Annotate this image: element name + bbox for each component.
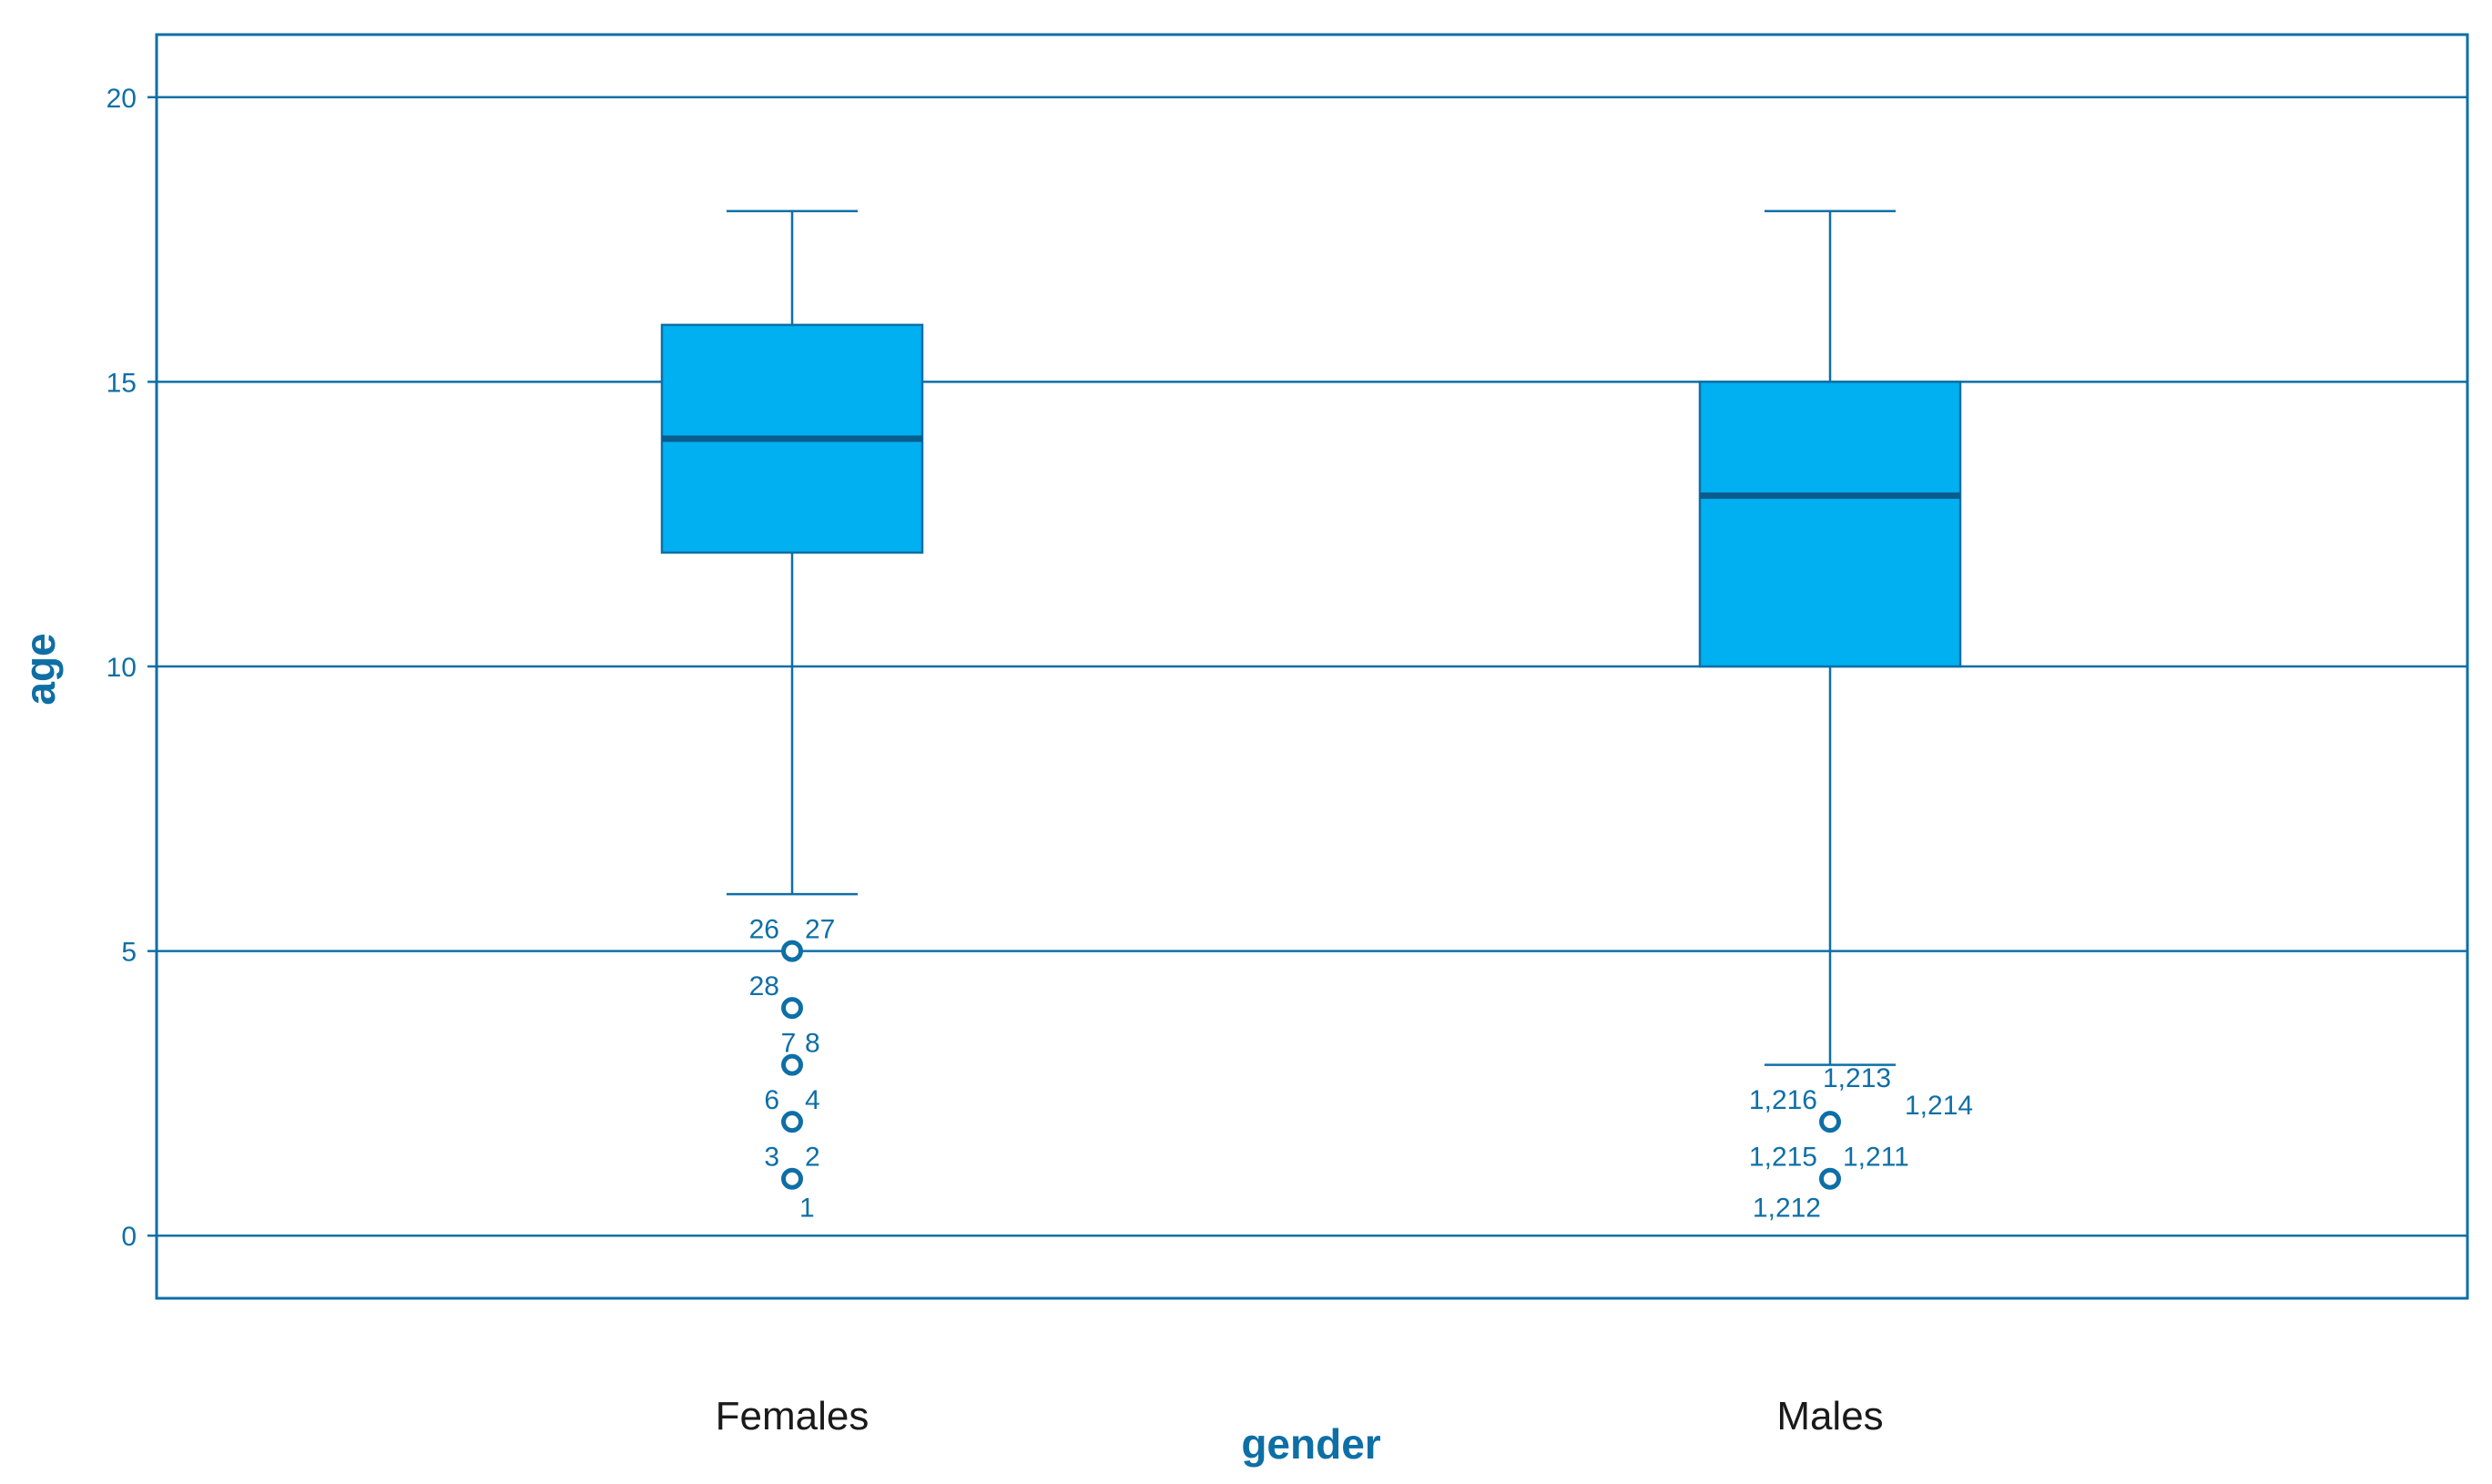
outlier-label-males-1-0: 1,215: [1749, 1143, 1817, 1173]
outlier-label-males-0-1: 1,213: [1823, 1063, 1891, 1093]
y-tick-label-15: 15: [107, 368, 137, 398]
outlier-label-females-2-0: 7: [781, 1029, 797, 1059]
y-tick-label-0: 0: [121, 1222, 137, 1252]
outlier-point-females-4: [781, 1167, 803, 1190]
outlier-label-females-4-1: 2: [805, 1143, 820, 1173]
outlier-label-males-1-2: 1,212: [1753, 1194, 1821, 1224]
y-axis-title: age: [16, 633, 64, 705]
box-group-females: 26 27 287 86 43 2 1: [660, 209, 924, 1224]
outlier-label-females-3-1: 4: [805, 1085, 820, 1115]
outlier-label-males-0-0: 1,216: [1749, 1085, 1817, 1115]
gridlines: [157, 96, 2467, 1237]
x-categories: Females Males: [716, 1394, 1884, 1438]
y-tick-label-10: 10: [107, 653, 137, 683]
outlier-label-females-3-0: 6: [764, 1085, 779, 1115]
outlier-point-females-3: [781, 1111, 803, 1133]
x-axis-title: gender: [1241, 1420, 1380, 1468]
y-ticks: 0 5 10 15 20: [107, 84, 157, 1252]
outlier-label-males-1-1: 1,211: [1843, 1143, 1909, 1173]
outlier-point-females-2: [781, 1053, 803, 1076]
outlier-label-females-0-1: 27: [805, 915, 835, 945]
outlier-label-females-4-2: 1: [799, 1194, 815, 1224]
outlier-point-males-0: [1819, 1111, 1841, 1133]
outlier-label-females-2-1: 8: [805, 1029, 820, 1059]
category-label-males: Males: [1776, 1394, 1883, 1438]
outlier-point-females-1: [781, 997, 803, 1020]
outlier-label-females-1-0: 28: [749, 971, 779, 1001]
outlier-label-males-0-2: 1,214: [1905, 1091, 1973, 1121]
outlier-label-females-4-0: 3: [764, 1143, 779, 1173]
outlier-point-females-0: [781, 940, 803, 962]
y-tick-label-5: 5: [121, 938, 137, 968]
outlier-point-males-1: [1819, 1167, 1841, 1190]
iqr-box-males: [1698, 381, 1962, 668]
y-tick-label-20: 20: [107, 84, 137, 114]
category-label-females: Females: [716, 1394, 870, 1438]
outlier-label-females-0-0: 26: [749, 915, 779, 945]
